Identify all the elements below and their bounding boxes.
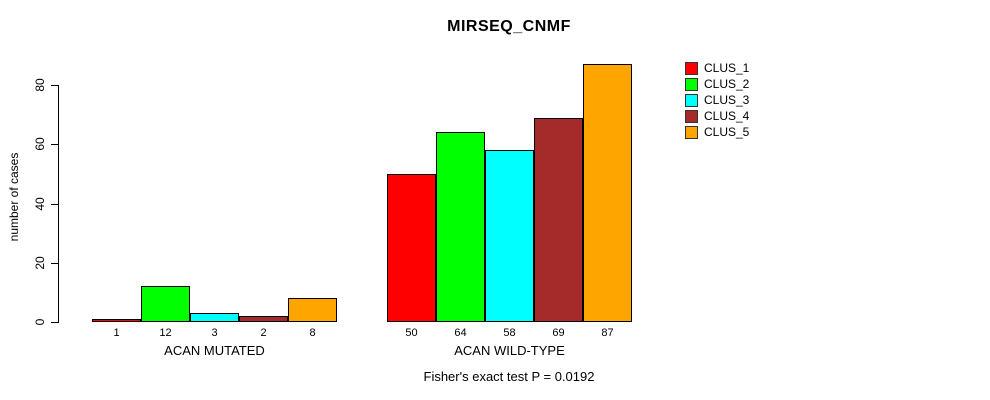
- legend-color-swatch: [685, 61, 698, 75]
- bar-clus_5: [288, 298, 337, 322]
- y-axis-tick-label: 0: [33, 318, 47, 326]
- fisher-test-annotation: Fisher's exact test P = 0.0192: [423, 369, 595, 384]
- bar-clus_3: [190, 313, 239, 322]
- legend-item: CLUS_4: [685, 108, 749, 124]
- bar-value-label: 2: [260, 327, 267, 339]
- y-axis-tick-label: 60: [33, 137, 47, 151]
- legend-item: CLUS_2: [685, 76, 749, 92]
- bar-clus_4: [534, 118, 583, 322]
- legend-item-label: CLUS_2: [704, 76, 750, 91]
- y-axis-tick: [51, 85, 58, 86]
- bar-value-label: 1: [113, 327, 120, 339]
- chart-title: MIRSEQ_CNMF: [447, 18, 571, 35]
- legend-item: CLUS_1: [685, 60, 749, 76]
- x-axis-group-label: ACAN WILD-TYPE: [454, 343, 565, 358]
- bar-value-label: 8: [309, 327, 316, 339]
- bar-value-label: 87: [601, 327, 614, 339]
- legend-color-swatch: [685, 125, 698, 139]
- legend-item-label: CLUS_5: [704, 124, 750, 139]
- y-axis-line: [58, 85, 59, 323]
- legend-item-label: CLUS_3: [704, 92, 750, 107]
- y-axis-tick-label: 80: [33, 78, 47, 92]
- y-axis-tick: [51, 263, 58, 264]
- y-axis-tick: [51, 144, 58, 145]
- bar-value-label: 3: [211, 327, 218, 339]
- y-axis-tick-label: 20: [33, 256, 47, 270]
- legend-item-label: CLUS_1: [704, 60, 750, 75]
- x-axis-group-label: ACAN MUTATED: [164, 343, 265, 358]
- bar-value-label: 12: [159, 327, 172, 339]
- bar-clus_5: [583, 64, 632, 322]
- legend: CLUS_1 CLUS_2 CLUS_3 CLUS_4 CLUS_5: [685, 60, 749, 140]
- legend-color-swatch: [685, 109, 698, 123]
- legend-color-swatch: [685, 93, 698, 107]
- y-axis-tick-label: 40: [33, 197, 47, 211]
- bar-clus_3: [485, 150, 534, 322]
- bar-value-label: 50: [405, 327, 418, 339]
- legend-color-swatch: [685, 77, 698, 91]
- bar-value-label: 64: [454, 327, 467, 339]
- bar-clus_2: [436, 132, 485, 322]
- bar-clus_1: [92, 319, 141, 322]
- bar-clus_1: [387, 174, 436, 322]
- legend-item: CLUS_3: [685, 92, 749, 108]
- y-axis-tick: [51, 322, 58, 323]
- y-axis-label: number of cases: [7, 152, 21, 242]
- bar-clus_4: [239, 316, 288, 322]
- legend-item: CLUS_5: [685, 124, 749, 140]
- bar-clus_2: [141, 286, 190, 322]
- bar-value-label: 58: [503, 327, 516, 339]
- bar-value-label: 69: [552, 327, 565, 339]
- y-axis-tick: [51, 204, 58, 205]
- legend-item-label: CLUS_4: [704, 108, 750, 123]
